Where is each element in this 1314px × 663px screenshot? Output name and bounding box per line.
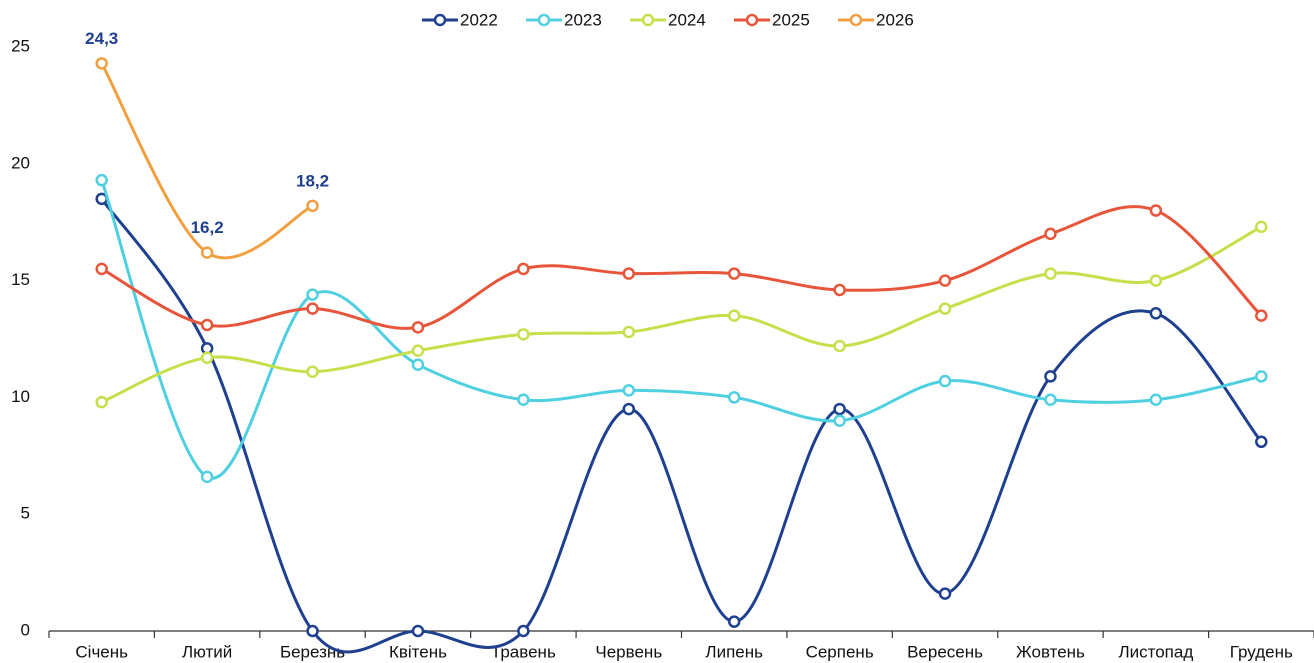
- point-marker: [200, 318, 214, 332]
- point-marker: [833, 339, 846, 353]
- point-marker: [1149, 393, 1163, 406]
- point-marker: [1255, 220, 1268, 234]
- y-tick-label: 20: [11, 153, 30, 172]
- y-tick-label: 10: [11, 387, 30, 406]
- point-marker: [1255, 435, 1268, 449]
- point-marker: [411, 321, 425, 334]
- point-marker: [833, 402, 846, 416]
- data-label: 18,2: [296, 171, 329, 190]
- point-marker: [1044, 393, 1057, 406]
- legend-marker: [537, 13, 551, 27]
- data-label: 24,3: [85, 29, 118, 48]
- y-tick-label: 15: [11, 270, 30, 289]
- point-marker: [938, 302, 952, 315]
- point-marker: [1149, 204, 1163, 217]
- y-tick-label: 0: [21, 620, 30, 639]
- x-tick-label: Грудень: [1230, 642, 1293, 661]
- point-marker: [517, 624, 530, 638]
- point-marker: [1044, 227, 1057, 241]
- point-marker: [1149, 274, 1163, 287]
- legend-marker: [641, 13, 655, 27]
- point-marker: [200, 246, 214, 259]
- point-marker: [1255, 370, 1268, 383]
- point-marker: [622, 325, 636, 339]
- point-marker: [1149, 307, 1163, 320]
- y-tick-label: 5: [21, 504, 30, 523]
- legend-marker: [745, 13, 759, 27]
- point-marker: [833, 283, 846, 297]
- legend-marker: [433, 13, 447, 27]
- x-tick-label: Вересень: [907, 642, 983, 661]
- legend-label: 2022: [460, 10, 498, 29]
- point-marker: [727, 267, 741, 280]
- x-tick-label: Січень: [75, 642, 128, 661]
- point-marker: [200, 351, 214, 364]
- point-marker: [306, 302, 319, 315]
- point-marker: [95, 262, 108, 276]
- x-tick-label: Травень: [491, 642, 556, 661]
- series-line: [101, 225, 1262, 404]
- legend-label: 2024: [668, 10, 706, 29]
- y-tick-label: 25: [11, 36, 30, 55]
- point-marker: [517, 393, 530, 406]
- point-marker: [306, 288, 319, 301]
- point-marker: [306, 365, 319, 378]
- point-marker: [411, 358, 425, 371]
- x-tick-label: Лютий: [182, 642, 232, 661]
- point-marker: [411, 344, 425, 357]
- point-marker: [938, 374, 952, 388]
- point-marker: [306, 624, 319, 638]
- point-marker: [95, 395, 108, 409]
- point-marker: [1044, 370, 1057, 383]
- point-marker: [938, 587, 952, 600]
- point-marker: [727, 615, 741, 628]
- legend-marker: [849, 13, 863, 27]
- point-marker: [938, 274, 952, 287]
- legend-label: 2026: [876, 10, 914, 29]
- point-marker: [411, 624, 425, 638]
- point-marker: [622, 402, 636, 416]
- point-marker: [1255, 309, 1268, 322]
- point-marker: [727, 391, 741, 404]
- point-marker: [517, 262, 530, 276]
- x-tick-label: Серпень: [806, 642, 874, 661]
- point-marker: [306, 199, 319, 213]
- point-marker: [622, 384, 636, 397]
- x-tick-label: Березнь: [280, 642, 345, 661]
- x-tick-label: Листопад: [1118, 642, 1193, 661]
- point-marker: [622, 267, 636, 280]
- legend-label: 2023: [564, 10, 602, 29]
- series-line: [100, 197, 1263, 654]
- point-marker: [517, 328, 530, 341]
- point-marker: [95, 57, 108, 70]
- x-tick-label: Жовтень: [1016, 642, 1085, 661]
- series-line: [100, 179, 1262, 480]
- x-tick-label: Липень: [705, 642, 763, 661]
- point-marker: [1044, 267, 1057, 280]
- point-marker: [200, 470, 214, 484]
- legend-label: 2025: [772, 10, 810, 29]
- point-marker: [727, 309, 741, 322]
- x-tick-label: Квітень: [389, 642, 447, 661]
- data-label: 16,2: [191, 218, 224, 237]
- point-marker: [95, 173, 108, 187]
- point-marker: [833, 414, 846, 428]
- x-tick-label: Червень: [595, 642, 662, 661]
- series-line: [101, 205, 1263, 330]
